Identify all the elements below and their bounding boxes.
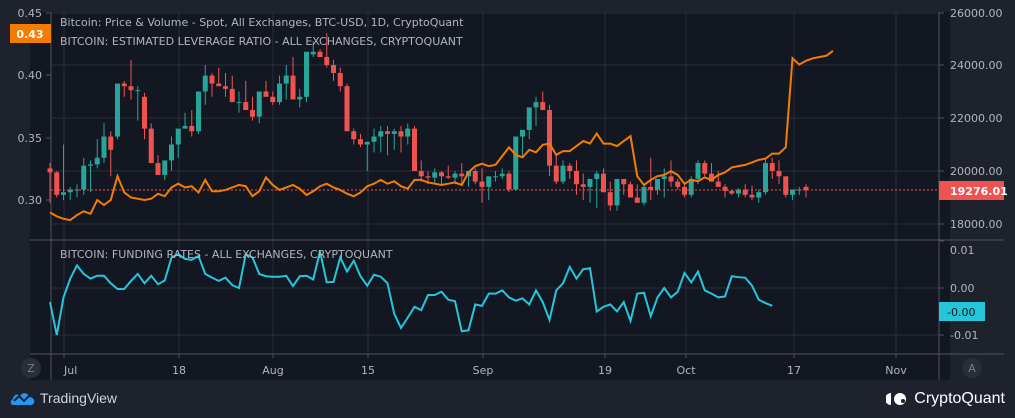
leverage-ratio-line [49, 49, 834, 222]
time-tick: 19 [598, 364, 612, 377]
legend-funding: BITCOIN: FUNDING RATES - ALL EXCHANGES, … [60, 248, 393, 261]
svg-text:Z: Z [27, 362, 35, 375]
price-current-badge [939, 181, 1004, 200]
price-tick: 24000.00 [950, 59, 1003, 72]
svg-text:A: A [968, 362, 976, 375]
legend-leverage: BITCOIN: ESTIMATED LEVERAGE RATIO - ALL … [60, 35, 463, 48]
tradingview-cloud-icon [10, 393, 35, 405]
legend-price: Bitcoin: Price & Volume - Spot, All Exch… [60, 16, 464, 29]
zoom-reset-button[interactable]: Z [21, 358, 41, 378]
price-tick: 22000.00 [950, 112, 1003, 125]
funding-current-value: -0.00 [947, 306, 975, 319]
time-tick: 17 [787, 364, 801, 377]
leverage-current-value: 0.43 [16, 28, 43, 41]
right-funding-axis[interactable]: 0.01 0.00 -0.01 -0.00 [939, 240, 985, 342]
left-tick: 0.30 [18, 194, 43, 207]
time-tick: Sep [473, 364, 494, 377]
left-axis[interactable]: 0.45 0.40 0.35 0.30 0.43 [10, 7, 51, 207]
funding-rate-line [49, 251, 773, 336]
price-current-value: 19276.01 [950, 185, 1008, 198]
plot-background [30, 12, 950, 380]
cryptoquant-label: CryptoQuant [914, 390, 1005, 407]
tradingview-link[interactable]: TradingView [10, 390, 117, 406]
time-tick: Nov [885, 364, 907, 377]
price-tick: 18000.00 [950, 218, 1003, 231]
right-price-axis[interactable]: 26000.00 24000.00 22000.00 20000.00 1800… [939, 7, 1008, 231]
time-tick: Jul [63, 364, 77, 377]
cryptoquant-link[interactable]: CryptoQuant [886, 390, 1005, 408]
leverage-current-badge [10, 24, 51, 43]
funding-tick: -0.01 [950, 329, 978, 342]
left-tick: 0.35 [18, 132, 43, 145]
price-tick: 26000.00 [950, 7, 1003, 20]
time-tick: Aug [262, 364, 283, 377]
auto-scale-button[interactable]: A [962, 358, 982, 378]
tradingview-label: TradingView [40, 390, 118, 406]
left-tick: 0.40 [18, 69, 43, 82]
time-tick: Oct [676, 364, 696, 377]
funding-tick: 0.01 [950, 244, 975, 257]
chart-container[interactable]: Bitcoin: Price & Volume - Spot, All Exch… [10, 0, 1015, 380]
price-candlesticks [47, 33, 809, 211]
left-tick: 0.45 [18, 7, 43, 20]
footer: TradingView CryptoQuant [0, 382, 1015, 418]
time-tick: 15 [361, 364, 375, 377]
cryptoquant-logo-icon [886, 393, 907, 405]
price-tick: 20000.00 [950, 165, 1003, 178]
time-tick: 18 [172, 364, 186, 377]
funding-tick: 0.00 [950, 282, 975, 295]
time-axis[interactable]: Jul 18 Aug 15 Sep 19 Oct 17 Nov [63, 354, 907, 377]
funding-current-badge [939, 302, 985, 321]
